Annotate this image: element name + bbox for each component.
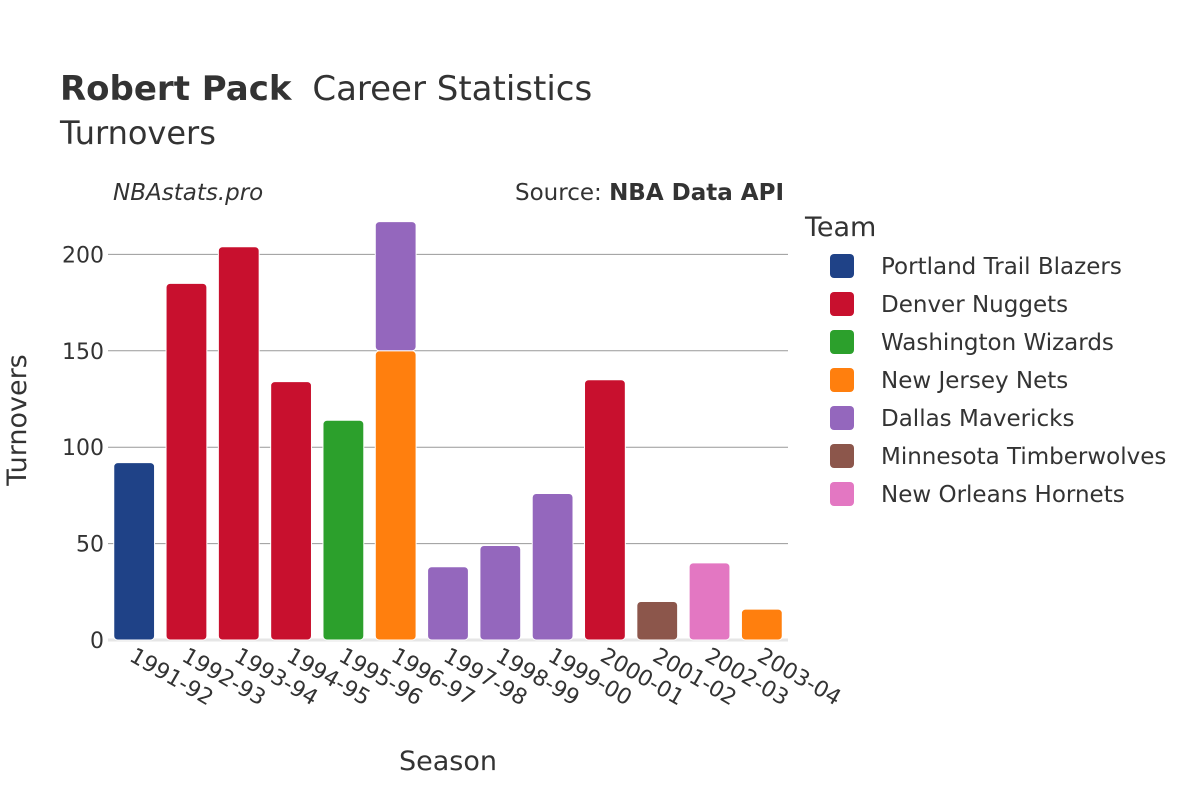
y-axis-title: Turnovers [2,354,33,487]
legend-item[interactable]: Dallas Mavericks [830,406,1074,432]
legend-item[interactable]: Denver Nuggets [830,292,1068,318]
y-tick-label: 200 [62,243,104,268]
legend-item[interactable]: New Jersey Nets [830,368,1068,394]
bar [270,381,312,641]
bar [217,246,260,641]
legend-swatch [830,330,854,354]
x-tick-labels: 1991-921992-931993-941994-951995-961996-… [125,644,845,712]
legend-label: New Jersey Nets [881,368,1068,394]
legend-label: Dallas Mavericks [881,406,1074,432]
legend-label: Denver Nuggets [881,292,1068,318]
legend-swatch [830,292,854,316]
chart-subtitle: Turnovers [59,114,216,152]
legend-swatch [830,254,854,278]
site-credit: NBAstats.pro [113,180,263,206]
legend: Portland Trail Blazers Denver Nuggets Wash… [830,254,1166,508]
bar [427,566,469,641]
legend-swatch [830,482,854,506]
legend-item[interactable]: New Orleans Hornets [830,482,1125,508]
y-tick-label: 0 [90,629,104,654]
bar [113,462,156,641]
legend-label: Washington Wizards [881,330,1114,356]
y-tick-label: 150 [62,340,104,365]
source-credit: Source: NBA Data API [515,180,784,206]
y-tick-labels: 0 50 100 150 200 [62,243,104,654]
chart-title: Robert Pack Career Statistics [60,69,592,109]
legend-swatch [830,406,854,430]
source-prefix: Source: [515,180,609,206]
title-rest: Career Statistics [312,69,592,109]
legend-item[interactable]: Minnesota Timberwolves [830,444,1166,470]
bar [740,608,783,641]
legend-item[interactable]: Washington Wizards [830,330,1114,356]
legend-label: Portland Trail Blazers [881,254,1122,280]
bar [479,545,522,641]
y-tick-label: 50 [76,533,104,558]
bar [165,282,208,641]
legend-swatch [830,368,854,392]
legend-item[interactable]: Portland Trail Blazers [830,254,1122,280]
bar [688,562,731,641]
player-name: Robert Pack [60,69,293,109]
legend-swatch [830,444,854,468]
bar [374,350,417,641]
bar [374,221,417,352]
legend-title: Team [804,212,876,243]
y-tick-label: 100 [62,436,104,461]
bar [584,379,626,641]
source-name: NBA Data API [609,180,784,206]
bars [113,221,783,641]
bar [636,600,679,641]
x-axis-title: Season [399,746,497,777]
legend-label: New Orleans Hornets [881,482,1125,508]
bar [531,492,574,641]
legend-label: Minnesota Timberwolves [881,444,1166,470]
bar [322,419,365,641]
